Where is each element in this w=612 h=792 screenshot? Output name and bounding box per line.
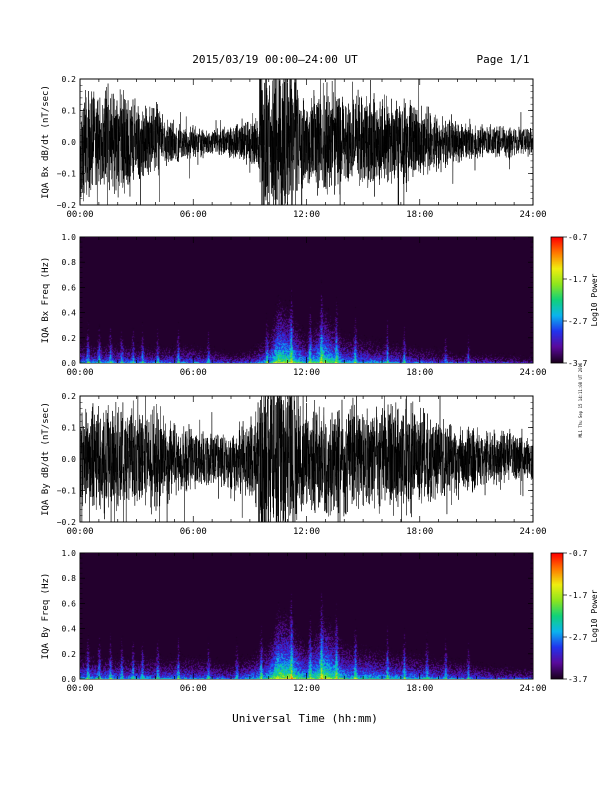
panel-bx-spectrogram: 1.0 0.8 0.6 0.4 0.2 0.0 00:00 06:00 12:00 18:00 2…	[41, 233, 547, 378]
x-tick-label: 24:00	[519, 684, 546, 694]
colorbar-tick-label: -1.7	[568, 275, 587, 284]
colorbar-frame	[550, 236, 564, 364]
y-tick-label: 0.6	[62, 599, 77, 608]
panel-by-dbdt: 0.2 0.1 0.0 −0.1 −0.2 00:00 06:00 12:00 18:00 24…	[41, 392, 547, 537]
figure-title: 2015/03/19 00:00–24:00 UT	[192, 53, 358, 66]
y-tick-labels: 0.2 0.1 0.0 −0.1 −0.2	[57, 392, 76, 527]
x-tick-labels: 00:00 06:00 12:00 18:00 24:00	[66, 527, 546, 537]
colorbar-tick-labels: -0.7 -1.7 -2.7 -3.7	[563, 233, 587, 368]
x-tick-label: 06:00	[180, 368, 207, 378]
y-tick-label: 0.1	[62, 107, 77, 116]
x-tick-labels: 00:00 06:00 12:00 18:00 24:00	[66, 684, 546, 694]
y-tick-labels: 1.0 0.8 0.6 0.4 0.2 0.0	[62, 233, 77, 368]
colorbar-label: Log10 Power	[590, 589, 599, 642]
y-axis-label: IQA Bx Freq (Hz)	[41, 257, 51, 344]
y-tick-label: −0.2	[57, 518, 76, 527]
y-tick-label: 0.1	[62, 424, 77, 433]
y-tick-label: 0.4	[62, 625, 77, 634]
by-dbdt-trace	[79, 395, 534, 523]
y-axis-label: IQA Bx dB/dt (nT/sec)	[41, 85, 51, 199]
ticks	[79, 236, 534, 364]
y-axis-label: IQA By Freq (Hz)	[41, 573, 51, 660]
page-label: Page 1/1	[477, 53, 530, 66]
x-tick-label: 24:00	[519, 368, 546, 378]
colorbar-frame	[550, 552, 564, 680]
x-tick-label: 06:00	[180, 527, 207, 537]
colorbar-tick-labels: -0.7 -1.7 -2.7 -3.7	[563, 549, 587, 684]
y-tick-label: −0.2	[57, 201, 76, 210]
x-tick-label: 18:00	[406, 210, 433, 220]
y-tick-label: −0.1	[57, 487, 76, 496]
x-tick-label: 06:00	[180, 210, 207, 220]
y-tick-label: 0.2	[62, 75, 77, 84]
x-tick-label: 06:00	[180, 684, 207, 694]
colorbar-label: Log10 Power	[590, 273, 599, 326]
x-tick-label: 24:00	[519, 527, 546, 537]
colorbar-by-image	[551, 553, 563, 679]
x-tick-label: 12:00	[293, 210, 320, 220]
by-spectrogram-image	[80, 553, 533, 679]
x-tick-labels: 00:00 06:00 12:00 18:00 24:00	[66, 368, 546, 378]
y-tick-label: 1.0	[62, 233, 77, 242]
y-tick-label: 0.0	[62, 138, 77, 147]
y-tick-label: 0.8	[62, 574, 77, 583]
x-tick-label: 00:00	[66, 684, 93, 694]
side-stamp: ML1 Thu Sep 15 14:11:08 UT 2016	[578, 362, 583, 437]
y-tick-label: 0.2	[62, 392, 77, 401]
colorbar-bx-image	[551, 237, 563, 363]
colorbar-bx: -0.7 -1.7 -2.7 -3.7 Log10 Power	[550, 233, 599, 368]
y-tick-label: 0.4	[62, 309, 77, 318]
panel-bx-dbdt: 0.2 0.1 0.0 −0.1 −0.2 00:00 06:00 12:00 18:00 24…	[41, 75, 547, 220]
x-tick-label: 00:00	[66, 368, 93, 378]
x-tick-label: 12:00	[293, 527, 320, 537]
y-tick-label: 0.2	[62, 650, 77, 659]
x-tick-label: 12:00	[293, 368, 320, 378]
y-tick-label: −0.1	[57, 170, 76, 179]
colorbar-tick-label: -3.7	[568, 675, 587, 684]
y-tick-label: 0.0	[62, 455, 77, 464]
y-tick-label: 0.0	[62, 359, 77, 368]
ticks	[79, 395, 534, 523]
colorbar-tick-label: -1.7	[568, 591, 587, 600]
x-axis-label: Universal Time (hh:mm)	[232, 712, 378, 725]
x-tick-label: 00:00	[66, 527, 93, 537]
ticks	[79, 552, 534, 680]
y-tick-label: 0.6	[62, 283, 77, 292]
colorbar-tick-label: -2.7	[568, 633, 587, 642]
y-tick-labels: 0.2 0.1 0.0 −0.1 −0.2	[57, 75, 76, 210]
y-tick-label: 1.0	[62, 549, 77, 558]
colorbar-tick-label: -0.7	[568, 549, 587, 558]
x-tick-label: 18:00	[406, 368, 433, 378]
x-tick-label: 18:00	[406, 684, 433, 694]
x-tick-label: 24:00	[519, 210, 546, 220]
ticks	[79, 78, 534, 206]
x-tick-labels: 00:00 06:00 12:00 18:00 24:00	[66, 210, 546, 220]
bx-dbdt-trace	[79, 78, 534, 206]
colorbar-tick-label: -0.7	[568, 233, 587, 242]
colorbar-tick-label: -2.7	[568, 317, 587, 326]
colorbar-tick-label: -3.7	[568, 359, 587, 368]
y-axis-label: IQA By dB/dt (nT/sec)	[41, 402, 51, 516]
y-tick-label: 0.8	[62, 258, 77, 267]
x-tick-label: 00:00	[66, 210, 93, 220]
x-tick-label: 12:00	[293, 684, 320, 694]
colorbar-by: -0.7 -1.7 -2.7 -3.7 Log10 Power	[550, 549, 599, 684]
y-tick-labels: 1.0 0.8 0.6 0.4 0.2 0.0	[62, 549, 77, 684]
bx-spectrogram-image	[80, 237, 533, 363]
y-tick-label: 0.0	[62, 675, 77, 684]
x-tick-label: 18:00	[406, 527, 433, 537]
y-tick-label: 0.2	[62, 334, 77, 343]
panel-by-spectrogram: 1.0 0.8 0.6 0.4 0.2 0.0 00:00 06:00 12:00 18:00 2…	[41, 549, 547, 694]
